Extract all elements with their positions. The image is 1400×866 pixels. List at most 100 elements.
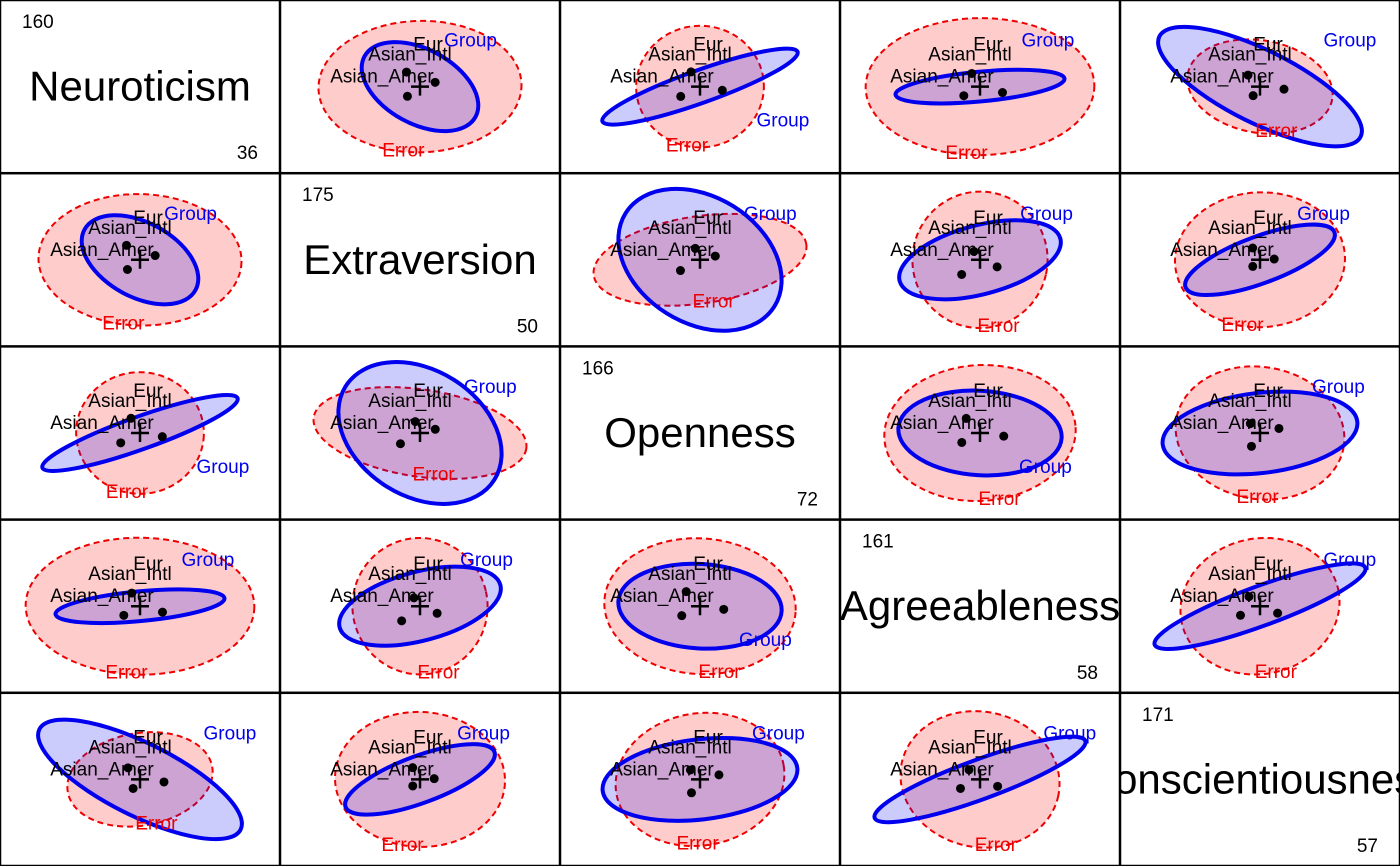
panel-0-0: Neuroticism 160 36: [0, 0, 281, 174]
group-label: Asian_Amer: [330, 67, 434, 88]
hypothesis-label: Group: [444, 31, 497, 52]
group-label: Asian_Intl: [648, 45, 731, 66]
hypothesis-label: Group: [1019, 457, 1072, 478]
error-label: Error: [945, 143, 988, 164]
group-mean-point: [1246, 441, 1256, 451]
group-label: Asian_Intl: [88, 218, 171, 239]
group-label: Eur: [693, 208, 723, 229]
group-mean-point: [430, 424, 440, 434]
group-mean-point: [677, 611, 687, 621]
group-label: Asian_Amer: [50, 413, 154, 434]
group-mean-point: [1273, 608, 1283, 618]
panel-border: [0, 172, 281, 347]
group-label: Eur: [133, 727, 163, 748]
group-mean-point: [430, 77, 440, 87]
group-mean-point: [710, 251, 720, 261]
error-label: Error: [381, 835, 424, 856]
range-max: 166: [582, 358, 614, 379]
group-mean-point: [116, 438, 126, 448]
group-label: Asian_Amer: [890, 759, 994, 780]
variable-name: Openness: [604, 409, 795, 456]
hypothesis-label: Group: [752, 723, 805, 744]
group-label: Asian_Intl: [648, 737, 731, 758]
group-mean-point: [955, 783, 965, 793]
group-label: Asian_Intl: [648, 218, 731, 239]
group-label: Eur: [133, 208, 163, 229]
error-label: Error: [382, 140, 425, 161]
group-label: Asian_Intl: [928, 391, 1011, 412]
group-mean-point: [969, 246, 979, 256]
hypothesis-label: Group: [1324, 31, 1377, 52]
panel-border: [839, 172, 1121, 347]
group-mean-point: [717, 85, 727, 95]
group-mean-point: [159, 777, 169, 787]
panel-border: [559, 346, 841, 520]
group-mean-point: [686, 788, 696, 798]
group-mean-point: [961, 413, 971, 423]
group-mean-point: [429, 774, 439, 784]
group-label: Eur: [693, 727, 723, 748]
group-label: Eur: [413, 381, 443, 402]
variable-name: Conscientiousness: [1084, 755, 1400, 802]
range-min: 72: [797, 490, 818, 511]
group-mean-point: [992, 262, 1002, 272]
group-mean-point: [1245, 419, 1255, 429]
panel-2-2: Openness 166 72: [559, 346, 841, 520]
group-label: Asian_Amer: [50, 586, 154, 607]
range-min: 58: [1077, 663, 1098, 684]
group-mean-point: [1274, 423, 1284, 433]
group-label: Asian_Intl: [368, 564, 451, 585]
group-mean-point: [397, 616, 407, 626]
group-label: Asian_Amer: [330, 413, 434, 434]
range-min: 50: [517, 316, 538, 337]
group-mean-point: [681, 587, 691, 597]
panel-border: [839, 519, 1121, 694]
range-max: 161: [862, 532, 894, 553]
group-label: Asian_Amer: [610, 586, 714, 607]
group-label: Asian_Intl: [928, 737, 1011, 758]
group-label: Eur: [1253, 208, 1283, 229]
group-label: Asian_Amer: [610, 240, 714, 261]
group-label: Eur: [693, 35, 723, 56]
group-label: Asian_Amer: [50, 240, 154, 261]
group-mean-point: [999, 431, 1009, 441]
panel-border: [279, 519, 561, 694]
error-label: Error: [698, 662, 741, 683]
panel-3-3: Agreeableness 161 58: [839, 519, 1121, 694]
panel-border: [839, 0, 1121, 174]
hypothesis-label: Group: [744, 204, 797, 225]
group-mean-point: [122, 264, 132, 274]
group-label: Eur: [973, 727, 1003, 748]
error-label: Error: [135, 814, 178, 835]
group-label: Eur: [133, 381, 163, 402]
group-mean-point: [119, 610, 129, 620]
hypothesis-label: Group: [182, 550, 235, 571]
hypothesis-label: Group: [1022, 31, 1075, 52]
hypothesis-label: Group: [457, 723, 510, 744]
group-mean-point: [957, 437, 967, 447]
group-label: Eur: [413, 35, 443, 56]
group-label: Eur: [693, 554, 723, 575]
hypothesis-label: Group: [1312, 377, 1365, 398]
group-mean-point: [967, 68, 977, 78]
group-mean-point: [157, 607, 167, 617]
hypothesis-label: Group: [1043, 723, 1096, 744]
group-label: Eur: [973, 381, 1003, 402]
